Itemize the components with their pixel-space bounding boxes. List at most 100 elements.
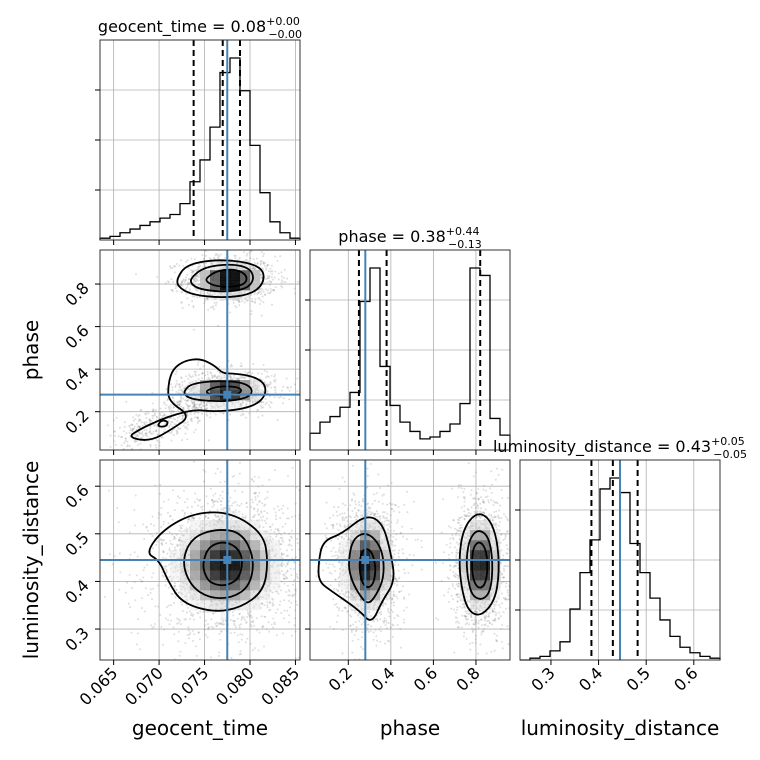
sample-point xyxy=(194,411,197,414)
sample-point xyxy=(207,516,210,519)
sample-point xyxy=(229,619,232,622)
sample-point xyxy=(255,617,258,620)
sample-point xyxy=(260,511,263,514)
sample-point xyxy=(184,501,186,504)
sample-point xyxy=(148,430,151,433)
sample-point xyxy=(261,267,264,270)
sample-point xyxy=(266,601,269,604)
sample-point xyxy=(232,301,235,304)
sample-point xyxy=(136,555,139,558)
sample-point xyxy=(207,626,210,629)
sample-point xyxy=(143,610,146,613)
sample-point xyxy=(262,255,265,258)
sample-point xyxy=(260,260,263,262)
sample-point xyxy=(294,609,297,612)
sample-point xyxy=(212,375,215,378)
sample-point xyxy=(191,271,194,274)
sample-point xyxy=(160,436,163,439)
sample-point xyxy=(173,584,176,587)
sample-point xyxy=(151,535,154,537)
sample-point xyxy=(158,513,161,516)
sample-point xyxy=(274,391,277,394)
sample-point xyxy=(222,412,225,414)
sample-point xyxy=(259,299,262,302)
sample-point xyxy=(291,594,294,597)
sample-point xyxy=(124,440,127,442)
sample-point xyxy=(198,404,201,407)
sample-point xyxy=(266,606,269,609)
sample-point xyxy=(136,434,139,437)
sample-point xyxy=(146,564,149,566)
sample-point xyxy=(199,291,202,294)
sample-point xyxy=(178,264,181,267)
sample-point xyxy=(251,297,253,300)
density-block xyxy=(190,550,201,561)
sample-point xyxy=(182,407,185,410)
sample-point xyxy=(233,489,236,492)
sample-point xyxy=(193,413,196,415)
sample-point xyxy=(240,414,242,417)
sample-point xyxy=(191,271,193,274)
sample-point xyxy=(266,275,269,278)
sample-point xyxy=(210,372,213,375)
sample-point xyxy=(159,414,162,417)
sample-point xyxy=(129,427,132,429)
sample-point xyxy=(186,421,189,423)
sample-point xyxy=(149,591,152,594)
sample-point xyxy=(239,376,242,379)
sample-point xyxy=(151,432,154,435)
sample-point xyxy=(209,306,212,309)
sample-point xyxy=(145,411,148,413)
sample-point xyxy=(167,406,170,409)
sample-point xyxy=(267,384,270,387)
sample-point xyxy=(272,379,275,382)
sample-point xyxy=(281,525,284,528)
sample-point xyxy=(148,418,151,421)
sample-point xyxy=(269,608,272,611)
sample-point xyxy=(206,407,209,410)
sample-point xyxy=(238,301,241,303)
sample-point xyxy=(186,404,189,407)
sample-point xyxy=(243,251,246,254)
sample-point xyxy=(272,289,275,292)
sample-point xyxy=(282,632,284,635)
sample-point xyxy=(187,405,190,408)
sample-point xyxy=(288,621,291,624)
sample-point xyxy=(242,413,245,416)
sample-point xyxy=(138,426,141,429)
density-blocks xyxy=(170,510,281,621)
sample-point xyxy=(210,499,213,502)
sample-point xyxy=(305,527,307,529)
sample-point xyxy=(280,612,283,614)
sample-point xyxy=(157,511,160,514)
sample-point xyxy=(187,303,190,306)
sample-point xyxy=(213,500,215,503)
sample-point xyxy=(262,290,265,293)
sample-point xyxy=(266,496,269,499)
sample-point xyxy=(118,552,121,555)
sample-point xyxy=(236,634,239,637)
sample-point xyxy=(282,540,285,543)
sample-point xyxy=(151,598,153,601)
sample-point xyxy=(241,413,244,415)
sample-point xyxy=(294,600,297,603)
sample-point xyxy=(246,400,249,402)
sample-point xyxy=(274,511,277,514)
sample-point xyxy=(170,439,173,442)
sample-point xyxy=(258,491,261,494)
sample-point xyxy=(141,433,144,435)
sample-point xyxy=(124,437,127,440)
sample-point xyxy=(176,382,179,385)
sample-point xyxy=(192,270,195,273)
sample-point xyxy=(266,292,269,294)
sample-point xyxy=(214,514,217,517)
sample-point xyxy=(263,504,266,507)
sample-point xyxy=(109,553,112,555)
sample-point xyxy=(274,590,277,593)
sample-point xyxy=(222,412,225,415)
sample-point xyxy=(193,402,196,405)
sample-point xyxy=(170,410,173,413)
sample-point xyxy=(148,418,151,421)
sample-point xyxy=(211,505,214,508)
sample-point xyxy=(184,432,187,435)
